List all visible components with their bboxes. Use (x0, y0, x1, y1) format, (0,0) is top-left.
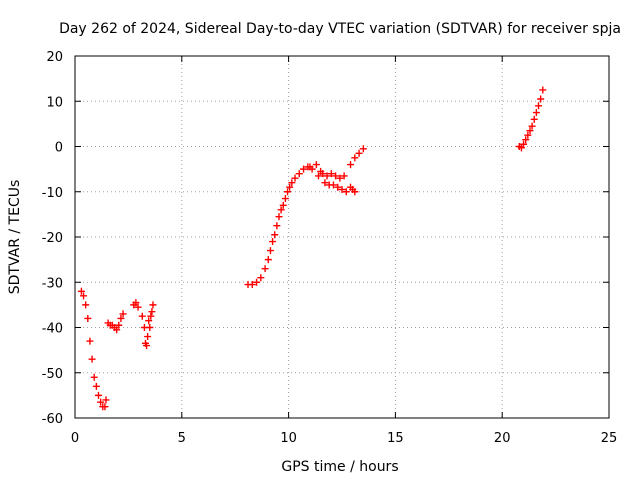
data-point (92, 382, 100, 390)
data-point (308, 165, 316, 173)
data-point (336, 174, 344, 182)
y-tick-label: -40 (42, 322, 63, 337)
data-point (275, 213, 283, 221)
data-point (115, 321, 123, 329)
data-point (269, 238, 277, 246)
data-point (291, 174, 299, 182)
y-tick-label: 0 (55, 141, 63, 156)
data-point (277, 206, 285, 214)
data-series (77, 86, 547, 411)
data-point (144, 333, 152, 341)
data-point (281, 195, 289, 203)
x-tick-label: 15 (387, 431, 404, 446)
data-point (264, 256, 272, 264)
data-point (537, 95, 545, 103)
data-point (77, 287, 85, 295)
data-point (359, 145, 367, 153)
data-point (273, 222, 281, 230)
data-point (520, 140, 528, 148)
data-point (338, 185, 346, 193)
data-point (88, 355, 96, 363)
plot-border (74, 55, 610, 419)
data-point (146, 324, 154, 331)
y-tick-label: -60 (42, 412, 63, 427)
y-tick-label: 10 (46, 95, 63, 110)
data-point (526, 127, 534, 135)
data-point (312, 161, 320, 169)
y-tick-label: -20 (42, 231, 63, 246)
chart-title: Day 262 of 2024, Sidereal Day-to-day VTE… (59, 21, 621, 37)
data-point (319, 170, 327, 178)
data-point (288, 179, 296, 187)
data-point (340, 172, 348, 180)
data-point (355, 149, 363, 157)
data-point (80, 292, 88, 300)
data-point (82, 301, 90, 309)
data-point (295, 170, 303, 178)
data-point (279, 201, 287, 209)
data-point (119, 310, 127, 318)
data-point (329, 181, 337, 189)
data-point (101, 403, 109, 411)
y-axis-label: SDTVAR / TECUs (7, 180, 23, 295)
data-point (266, 247, 274, 255)
data-point (84, 314, 92, 322)
y-tick-label: -30 (42, 276, 63, 291)
data-point (539, 86, 547, 94)
data-point (347, 161, 355, 169)
y-tick-label: -50 (42, 367, 63, 382)
data-point (524, 131, 532, 139)
data-point (145, 317, 153, 325)
data-point (86, 337, 94, 345)
data-point (253, 278, 261, 286)
data-point (286, 183, 294, 191)
data-point (528, 122, 536, 130)
data-point (147, 312, 155, 320)
y-tick-label: -10 (42, 186, 63, 201)
x-tick-labels: 0 5 10 15 20 25 (71, 431, 617, 446)
data-point (300, 165, 308, 173)
data-point (248, 281, 256, 289)
data-point (132, 299, 140, 307)
data-point (90, 373, 98, 381)
data-point (148, 308, 156, 316)
x-tick-label: 5 (178, 431, 186, 446)
data-point (113, 326, 121, 334)
data-point (517, 144, 525, 152)
data-point (102, 396, 110, 404)
x-tick-label: 0 (71, 431, 79, 446)
x-tick-label: 25 (601, 431, 618, 446)
data-point (530, 115, 538, 123)
data-point (138, 312, 146, 320)
data-point (94, 391, 102, 399)
data-point (271, 231, 279, 239)
data-point (117, 314, 125, 322)
data-point (261, 265, 269, 273)
data-point (327, 170, 335, 178)
y-tick-label: 20 (46, 50, 63, 65)
data-point (535, 102, 543, 110)
data-point (342, 188, 350, 196)
data-point (284, 188, 292, 196)
data-point (257, 274, 265, 282)
x-tick-label: 10 (280, 431, 297, 446)
y-tick-labels: -60 -50 -40 -30 -20 -10 0 10 20 (42, 50, 63, 427)
x-axis-label: GPS time / hours (281, 459, 398, 475)
data-point (323, 172, 331, 180)
data-point (315, 172, 323, 180)
data-point (97, 398, 105, 406)
data-point (334, 183, 342, 191)
data-point (149, 301, 157, 309)
data-point (134, 303, 142, 311)
x-tick-label: 20 (494, 431, 511, 446)
data-point (351, 188, 359, 196)
data-point (143, 342, 151, 350)
data-point (332, 172, 340, 180)
data-point (321, 179, 329, 187)
data-point (532, 109, 540, 117)
grid (75, 56, 609, 418)
data-point (522, 136, 530, 144)
data-point (351, 154, 359, 162)
